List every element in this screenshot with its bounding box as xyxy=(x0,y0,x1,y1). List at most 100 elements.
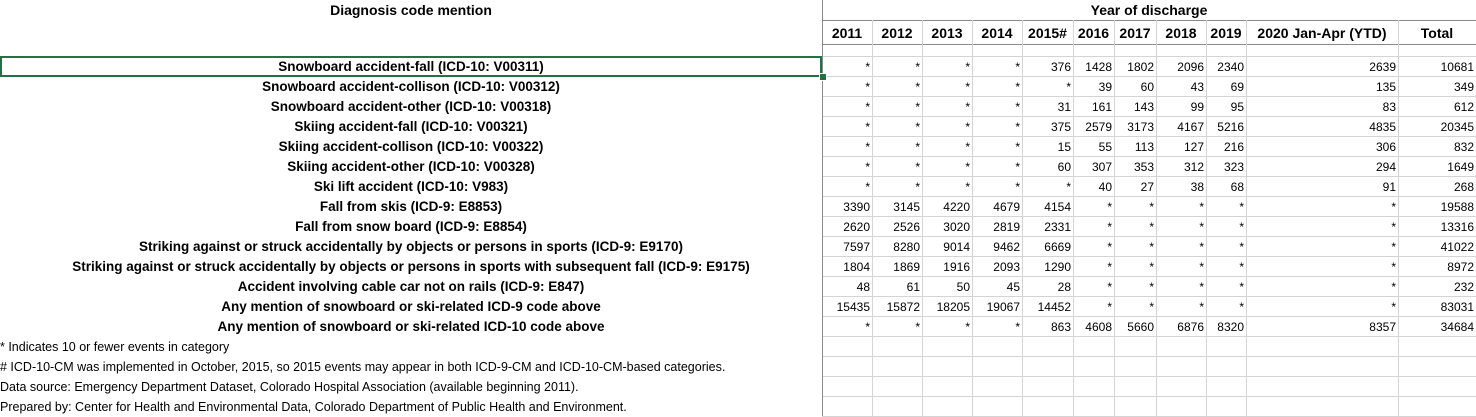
table-cell[interactable]: 2340 xyxy=(1206,57,1246,77)
table-cell[interactable]: * xyxy=(822,137,872,157)
table-cell[interactable]: 4167 xyxy=(1156,117,1206,137)
table-cell[interactable]: 2096 xyxy=(1156,57,1206,77)
table-cell[interactable]: * xyxy=(1206,297,1246,317)
table-cell[interactable]: 7597 xyxy=(822,237,872,257)
table-cell[interactable]: 61 xyxy=(872,277,922,297)
year-header-2[interactable]: 2013 xyxy=(922,22,972,44)
table-cell[interactable]: 353 xyxy=(1114,157,1156,177)
table-cell[interactable]: 1916 xyxy=(922,257,972,277)
year-header-9[interactable]: 2020 Jan-Apr (YTD) xyxy=(1246,22,1398,44)
row-label[interactable]: Skiing accident-other (ICD-10: V00328) xyxy=(0,157,822,177)
table-cell[interactable]: 2579 xyxy=(1073,117,1114,137)
table-cell[interactable]: * xyxy=(872,177,922,197)
row-label[interactable]: Any mention of snowboard or ski-related … xyxy=(0,317,822,337)
table-cell[interactable]: * xyxy=(1246,237,1398,257)
table-cell[interactable]: * xyxy=(972,157,1022,177)
table-cell[interactable]: 69 xyxy=(1206,77,1246,97)
table-cell[interactable]: 20345 xyxy=(1398,117,1476,137)
table-cell[interactable]: * xyxy=(972,317,1022,337)
table-cell[interactable]: 9462 xyxy=(972,237,1022,257)
table-cell[interactable]: * xyxy=(872,117,922,137)
table-cell[interactable]: * xyxy=(822,177,872,197)
table-cell[interactable]: * xyxy=(872,317,922,337)
table-cell[interactable]: 2819 xyxy=(972,217,1022,237)
table-cell[interactable]: * xyxy=(822,97,872,117)
row-label[interactable]: Accident involving cable car not on rail… xyxy=(0,277,822,297)
table-cell[interactable]: * xyxy=(1022,177,1073,197)
table-cell[interactable]: 83 xyxy=(1246,97,1398,117)
table-cell[interactable]: * xyxy=(922,97,972,117)
table-cell[interactable]: * xyxy=(972,137,1022,157)
table-cell[interactable]: * xyxy=(1114,297,1156,317)
table-cell[interactable]: * xyxy=(1073,237,1114,257)
table-cell[interactable]: * xyxy=(1073,197,1114,217)
table-cell[interactable]: 4154 xyxy=(1022,197,1073,217)
table-cell[interactable]: 216 xyxy=(1206,137,1246,157)
table-cell[interactable]: 1802 xyxy=(1114,57,1156,77)
table-cell[interactable]: 3390 xyxy=(822,197,872,217)
table-cell[interactable]: 143 xyxy=(1114,97,1156,117)
table-cell[interactable]: 161 xyxy=(1073,97,1114,117)
table-cell[interactable]: * xyxy=(1156,277,1206,297)
table-cell[interactable]: 3020 xyxy=(922,217,972,237)
year-header-8[interactable]: 2019 xyxy=(1206,22,1246,44)
row-label[interactable]: Any mention of snowboard or ski-related … xyxy=(0,297,822,317)
table-cell[interactable]: * xyxy=(872,137,922,157)
table-cell[interactable]: 68 xyxy=(1206,177,1246,197)
table-cell[interactable]: * xyxy=(1206,237,1246,257)
table-cell[interactable]: 1428 xyxy=(1073,57,1114,77)
table-cell[interactable]: * xyxy=(922,177,972,197)
table-cell[interactable]: 83031 xyxy=(1398,297,1476,317)
table-cell[interactable]: 4608 xyxy=(1073,317,1114,337)
table-cell[interactable]: 27 xyxy=(1114,177,1156,197)
table-cell[interactable]: 1869 xyxy=(872,257,922,277)
table-cell[interactable]: 268 xyxy=(1398,177,1476,197)
table-cell[interactable]: * xyxy=(1022,77,1073,97)
table-cell[interactable]: 4835 xyxy=(1246,117,1398,137)
row-label[interactable]: Ski lift accident (ICD-10: V983) xyxy=(0,177,822,197)
table-cell[interactable]: 294 xyxy=(1246,157,1398,177)
table-cell[interactable]: * xyxy=(1156,237,1206,257)
table-cell[interactable]: 6876 xyxy=(1156,317,1206,337)
table-cell[interactable]: 127 xyxy=(1156,137,1206,157)
table-cell[interactable]: 34684 xyxy=(1398,317,1476,337)
table-cell[interactable]: 19067 xyxy=(972,297,1022,317)
table-cell[interactable]: 135 xyxy=(1246,77,1398,97)
table-cell[interactable]: * xyxy=(972,117,1022,137)
row-label[interactable]: Snowboard accident-other (ICD-10: V00318… xyxy=(0,97,822,117)
table-cell[interactable]: 2620 xyxy=(822,217,872,237)
table-cell[interactable]: 8972 xyxy=(1398,257,1476,277)
table-cell[interactable]: * xyxy=(1114,217,1156,237)
table-cell[interactable]: * xyxy=(922,77,972,97)
table-cell[interactable]: * xyxy=(1114,277,1156,297)
table-cell[interactable]: * xyxy=(1073,257,1114,277)
table-cell[interactable]: 50 xyxy=(922,277,972,297)
table-cell[interactable]: 99 xyxy=(1156,97,1206,117)
table-cell[interactable]: 2639 xyxy=(1246,57,1398,77)
table-cell[interactable]: * xyxy=(972,177,1022,197)
row-label[interactable]: Skiing accident-fall (ICD-10: V00321) xyxy=(0,117,822,137)
table-cell[interactable]: 376 xyxy=(1022,57,1073,77)
table-cell[interactable]: 312 xyxy=(1156,157,1206,177)
table-cell[interactable]: 15435 xyxy=(822,297,872,317)
table-cell[interactable]: 832 xyxy=(1398,137,1476,157)
table-cell[interactable]: * xyxy=(1206,197,1246,217)
table-cell[interactable]: * xyxy=(1206,277,1246,297)
table-cell[interactable]: * xyxy=(972,97,1022,117)
table-cell[interactable]: 9014 xyxy=(922,237,972,257)
table-cell[interactable]: 39 xyxy=(1073,77,1114,97)
table-cell[interactable]: 8357 xyxy=(1246,317,1398,337)
table-cell[interactable]: * xyxy=(972,57,1022,77)
table-cell[interactable]: * xyxy=(822,77,872,97)
year-header-4[interactable]: 2015# xyxy=(1022,22,1073,44)
table-cell[interactable]: * xyxy=(922,317,972,337)
table-cell[interactable]: 5216 xyxy=(1206,117,1246,137)
table-cell[interactable]: * xyxy=(1073,217,1114,237)
table-cell[interactable]: 18205 xyxy=(922,297,972,317)
year-header-7[interactable]: 2018 xyxy=(1156,22,1206,44)
table-cell[interactable]: 306 xyxy=(1246,137,1398,157)
table-cell[interactable]: * xyxy=(822,57,872,77)
table-cell[interactable]: 41022 xyxy=(1398,237,1476,257)
table-cell[interactable]: 31 xyxy=(1022,97,1073,117)
table-cell[interactable]: 8320 xyxy=(1206,317,1246,337)
